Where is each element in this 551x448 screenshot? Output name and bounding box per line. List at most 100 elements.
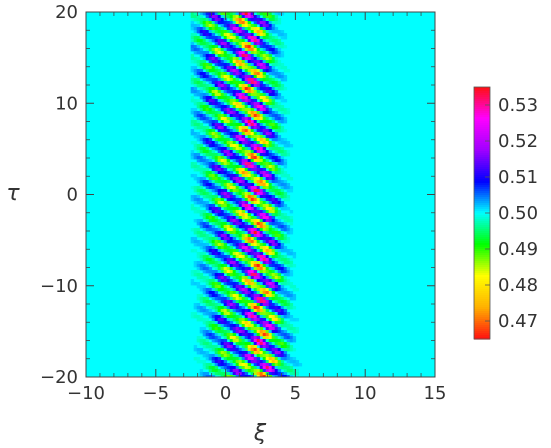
heatmap-cell: [238, 321, 243, 325]
heatmap-cell: [190, 132, 195, 136]
colorbar-band: [474, 287, 490, 290]
heatmap-cell: [253, 366, 258, 370]
heatmap-cell: [274, 258, 279, 262]
heatmap-cell: [205, 330, 210, 334]
heatmap-cell: [235, 294, 240, 298]
heatmap-cell: [190, 117, 195, 121]
heatmap-cell: [226, 108, 231, 112]
heatmap-cell: [280, 171, 285, 175]
colorbar-band: [474, 109, 490, 112]
heatmap-cell: [244, 300, 249, 304]
heatmap-cell: [226, 81, 231, 85]
heatmap-cell: [280, 375, 285, 377]
heatmap-cell: [235, 129, 240, 133]
heatmap-cell: [259, 42, 264, 46]
heatmap-cell: [190, 186, 195, 190]
heatmap-cell: [214, 219, 219, 223]
heatmap-cell: [223, 72, 228, 76]
heatmap-cell: [223, 201, 228, 205]
heatmap-cell: [220, 348, 225, 352]
heatmap-cell: [292, 285, 297, 289]
heatmap-cell: [226, 258, 231, 262]
heatmap-cell: [202, 210, 207, 214]
heatmap-cell: [232, 201, 237, 205]
heatmap-cell: [229, 183, 234, 187]
heatmap-cell: [265, 180, 270, 184]
heatmap-cell: [214, 294, 219, 298]
heatmap-cell: [229, 141, 234, 145]
heatmap-cell: [211, 60, 216, 64]
heatmap-cell: [265, 18, 270, 22]
heatmap-cell: [253, 282, 258, 286]
heatmap-cell: [250, 24, 255, 28]
heatmap-cell: [214, 252, 219, 256]
colorbar-band: [474, 193, 490, 196]
heatmap-cell: [247, 306, 252, 310]
heatmap-cell: [286, 363, 291, 367]
heatmap-cell: [229, 57, 234, 61]
heatmap-cell: [241, 30, 246, 34]
heatmap-cell: [265, 207, 270, 211]
heatmap-cell: [256, 366, 261, 370]
heatmap-cell: [226, 132, 231, 136]
heatmap-cell: [199, 267, 204, 271]
heatmap-cell: [292, 294, 297, 298]
heatmap-cell: [241, 318, 246, 322]
heatmap-cell: [220, 189, 225, 193]
heatmap-cell: [256, 21, 261, 25]
colorbar-band: [474, 147, 490, 150]
heatmap-cell: [271, 93, 276, 97]
heatmap-cell: [196, 48, 201, 52]
heatmap-cell: [256, 324, 261, 328]
heatmap-cell: [196, 123, 201, 127]
heatmap-cell: [247, 237, 252, 241]
heatmap-cell: [259, 324, 264, 328]
heatmap-cell: [220, 135, 225, 139]
heatmap-cell: [250, 183, 255, 187]
heatmap-cell: [214, 183, 219, 187]
heatmap-cell: [223, 108, 228, 112]
colorbar-band: [474, 101, 490, 104]
heatmap-cell: [214, 195, 219, 199]
heatmap-cell: [193, 93, 198, 97]
heatmap-cell: [244, 225, 249, 229]
heatmap-cell: [244, 132, 249, 136]
heatmap-cell: [220, 54, 225, 58]
heatmap-cell: [217, 255, 222, 259]
heatmap-cell: [241, 231, 246, 235]
heatmap-cell: [265, 267, 270, 271]
heatmap-cell: [244, 33, 249, 37]
heatmap-cell: [217, 225, 222, 229]
heatmap-cell: [259, 129, 264, 133]
heatmap-cell: [265, 60, 270, 64]
heatmap-cell: [205, 201, 210, 205]
heatmap-cell: [214, 168, 219, 172]
colorbar-band: [474, 225, 490, 228]
heatmap-cell: [238, 165, 243, 169]
heatmap-cell: [220, 138, 225, 142]
heatmap-cell: [226, 84, 231, 88]
heatmap-cell: [208, 180, 213, 184]
heatmap-cell: [283, 204, 288, 208]
heatmap-cell: [247, 276, 252, 280]
heatmap-cell: [202, 117, 207, 121]
heatmap-cell: [214, 78, 219, 82]
heatmap-cell: [277, 243, 282, 247]
heatmap-cell: [214, 366, 219, 370]
colorbar-band: [474, 89, 490, 92]
heatmap-cell: [193, 69, 198, 73]
heatmap-cell: [193, 261, 198, 265]
heatmap-cell: [220, 294, 225, 298]
heatmap-cell: [193, 48, 198, 52]
heatmap-cell: [283, 138, 288, 142]
heatmap-cell: [190, 108, 195, 112]
heatmap-cell: [217, 306, 222, 310]
heatmap-cell: [271, 69, 276, 73]
heatmap-cell: [211, 204, 216, 208]
heatmap-cell: [253, 213, 258, 217]
heatmap-cell: [214, 159, 219, 163]
heatmap-cell: [235, 114, 240, 118]
heatmap-cell: [280, 225, 285, 229]
heatmap-cell: [211, 210, 216, 214]
heatmap-cell: [211, 12, 216, 16]
